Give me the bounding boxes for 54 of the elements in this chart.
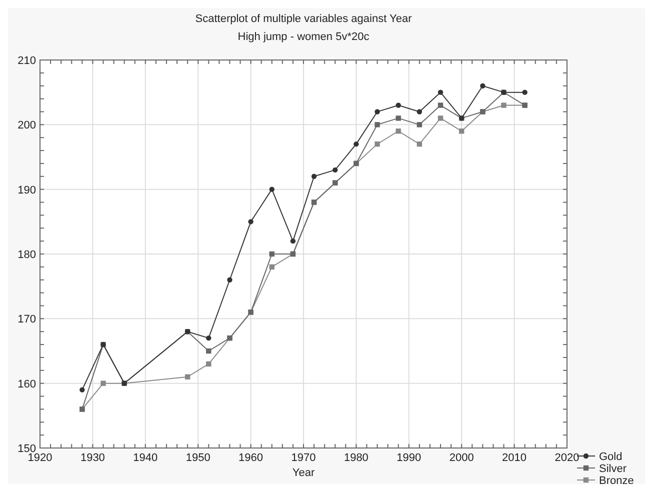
y-tick-label: 190 <box>18 184 36 196</box>
point <box>459 128 464 134</box>
x-tick-label: 1990 <box>396 452 422 464</box>
point <box>269 186 274 192</box>
point <box>438 116 444 121</box>
legend-label: Silver <box>599 463 627 475</box>
point <box>396 128 401 134</box>
point <box>184 374 190 380</box>
point <box>501 102 506 108</box>
point <box>290 238 296 244</box>
x-axis-title: Year <box>292 467 315 479</box>
x-tick-label: 1960 <box>238 452 264 464</box>
point <box>396 116 401 121</box>
x-tick-label: 1970 <box>291 452 316 464</box>
point <box>206 348 212 354</box>
point <box>206 361 212 367</box>
point <box>374 122 380 128</box>
legend-label: Gold <box>599 451 622 463</box>
legend-label: Bronze <box>599 475 634 487</box>
y-tick-label: 210 <box>18 55 36 67</box>
y-tick-label: 170 <box>18 314 36 326</box>
y-tick-label: 160 <box>18 378 36 390</box>
point <box>311 174 317 179</box>
point <box>269 251 274 257</box>
x-tick-label: 1940 <box>133 452 158 464</box>
point <box>100 380 106 386</box>
chart-subtitle: High jump - women 5v*20c <box>238 31 370 43</box>
point <box>332 167 338 173</box>
point <box>80 387 85 392</box>
x-tick-label: 1980 <box>344 452 368 464</box>
x-tick-label: 1930 <box>80 452 105 464</box>
point <box>480 83 486 88</box>
point <box>522 90 528 95</box>
point <box>354 141 359 147</box>
point <box>248 219 254 224</box>
y-tick-label: 200 <box>18 120 36 132</box>
point <box>416 141 422 147</box>
point <box>269 264 274 270</box>
point <box>438 102 444 108</box>
x-tick-label: 2000 <box>449 452 474 464</box>
y-tick-label: 180 <box>18 249 36 261</box>
point <box>374 141 380 147</box>
point <box>227 277 232 282</box>
x-tick-label: 2020 <box>554 452 580 464</box>
point <box>396 102 401 108</box>
point <box>374 109 380 114</box>
point <box>206 335 212 341</box>
point <box>438 90 444 95</box>
point <box>416 122 422 128</box>
x-tick-label: 1950 <box>186 452 210 464</box>
x-tick-label: 1920 <box>28 452 52 464</box>
chart-title: Scatterplot of multiple variables against Year <box>195 13 412 25</box>
x-tick-label: 2010 <box>502 452 527 464</box>
point <box>416 109 422 114</box>
